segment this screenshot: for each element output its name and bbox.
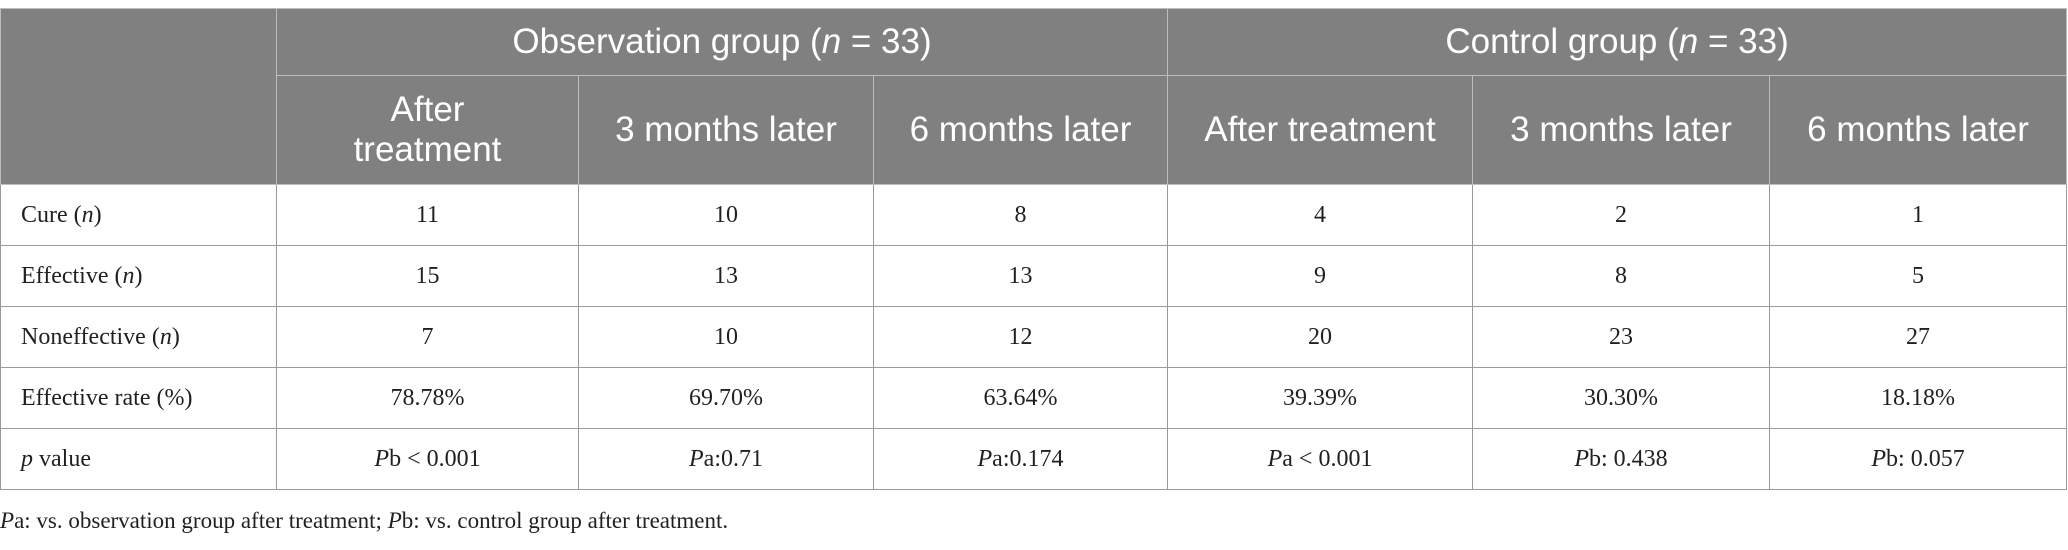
table-cell: 20 [1167,306,1474,368]
table-cell: 8 [872,184,1169,246]
table-cell: 10 [578,184,874,246]
col-header-obs-6m: 6 months later [872,75,1169,185]
table-cell: 78.78% [276,367,579,429]
table-cell: 11 [276,184,579,246]
col-header-ctrl-6m: 6 months later [1769,75,2068,185]
table-cell: 2 [1472,184,1771,246]
table-row-cure: Cure (n) 11 10 8 4 2 1 [0,184,2068,246]
table-cell: 9 [1167,245,1474,307]
table-footnote: Pa: vs. observation group after treatmen… [0,508,729,533]
observation-group-header: Observation group (n = 33) [275,8,1169,76]
col-header-obs-after: After treatment [276,75,579,185]
table-cell: 12 [872,306,1169,368]
table-cell: 7 [276,306,579,368]
table-cell: 27 [1769,306,2068,368]
row-label: Noneffective (n) [0,306,277,368]
table-cell: 23 [1472,306,1771,368]
col-header-obs-3m: 3 months later [578,75,874,185]
control-group-header: Control group (n = 33) [1167,8,2068,76]
table-cell: 4 [1167,184,1474,246]
table-cell: 69.70% [578,367,874,429]
row-label: Cure (n) [0,184,277,246]
table-cell: 13 [872,245,1169,307]
table-row-pvalue: p value Pb < 0.001 Pa:0.71 Pa:0.174 Pa <… [0,428,2068,490]
table-cell: 8 [1472,245,1771,307]
table-cell: 15 [276,245,579,307]
table-cell: 39.39% [1167,367,1474,429]
table-row-noneffective: Noneffective (n) 7 10 12 20 23 27 [0,306,2068,368]
table-cell: Pa:0.71 [578,428,874,490]
row-label: Effective (n) [0,245,277,307]
table-cell: 5 [1769,245,2068,307]
table-cell: Pb: 0.438 [1472,428,1771,490]
header-row-groups: Observation group (n = 33) Control group… [0,8,2068,185]
header-row-timepoints: After treatment 3 months later 6 months … [1,75,2068,185]
row-label: p value [0,428,277,490]
table-cell: Pa:0.174 [872,428,1169,490]
table-row-effective-rate: Effective rate (%) 78.78% 69.70% 63.64% … [0,367,2068,429]
table-cell: 63.64% [872,367,1169,429]
table-cell: 30.30% [1472,367,1771,429]
results-table: Observation group (n = 33) Control group… [0,8,2068,490]
table-cell: Pb < 0.001 [276,428,579,490]
table-cell: 1 [1769,184,2068,246]
table-cell: 18.18% [1769,367,2068,429]
col-header-ctrl-3m: 3 months later [1472,75,1771,185]
table-row-effective: Effective (n) 15 13 13 9 8 5 [0,245,2068,307]
table-cell: 13 [578,245,874,307]
col-header-ctrl-after: After treatment [1167,75,1474,185]
table-cell: Pb: 0.057 [1769,428,2068,490]
table-cell: Pa < 0.001 [1167,428,1474,490]
table-cell: 10 [578,306,874,368]
row-label: Effective rate (%) [0,367,277,429]
header-corner-cell [0,8,277,185]
